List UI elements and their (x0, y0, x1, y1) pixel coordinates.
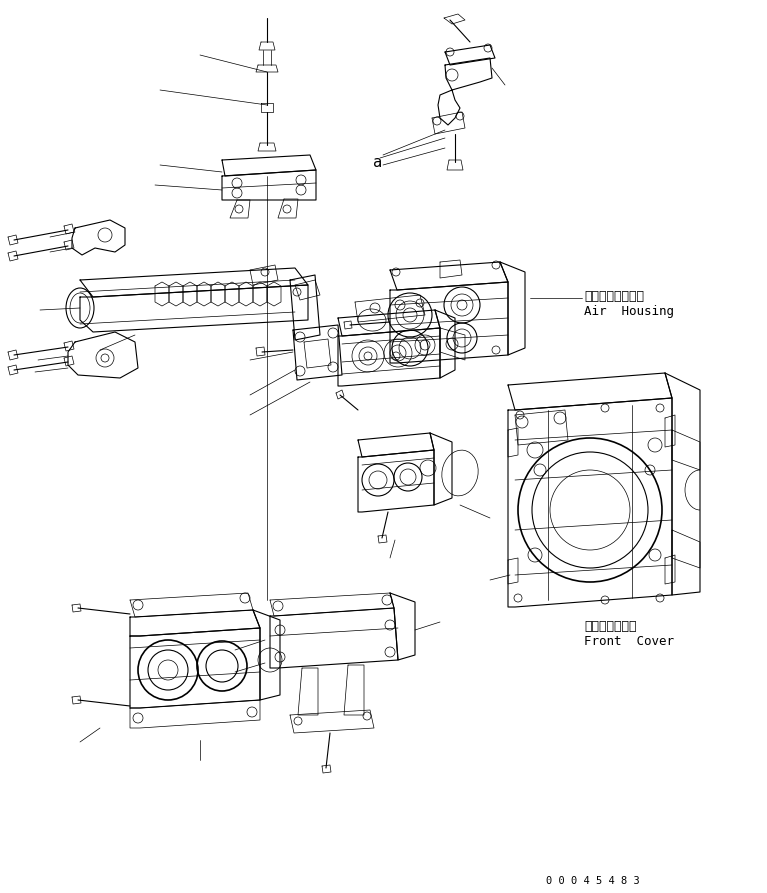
Text: Front  Cover: Front Cover (584, 635, 674, 648)
Text: 0 0 0 4 5 4 8 3: 0 0 0 4 5 4 8 3 (546, 876, 640, 886)
Text: a: a (373, 155, 382, 170)
Text: Air  Housing: Air Housing (584, 305, 674, 318)
Text: エアーハウジング: エアーハウジング (584, 290, 644, 303)
Text: フロントカバー: フロントカバー (584, 620, 637, 633)
